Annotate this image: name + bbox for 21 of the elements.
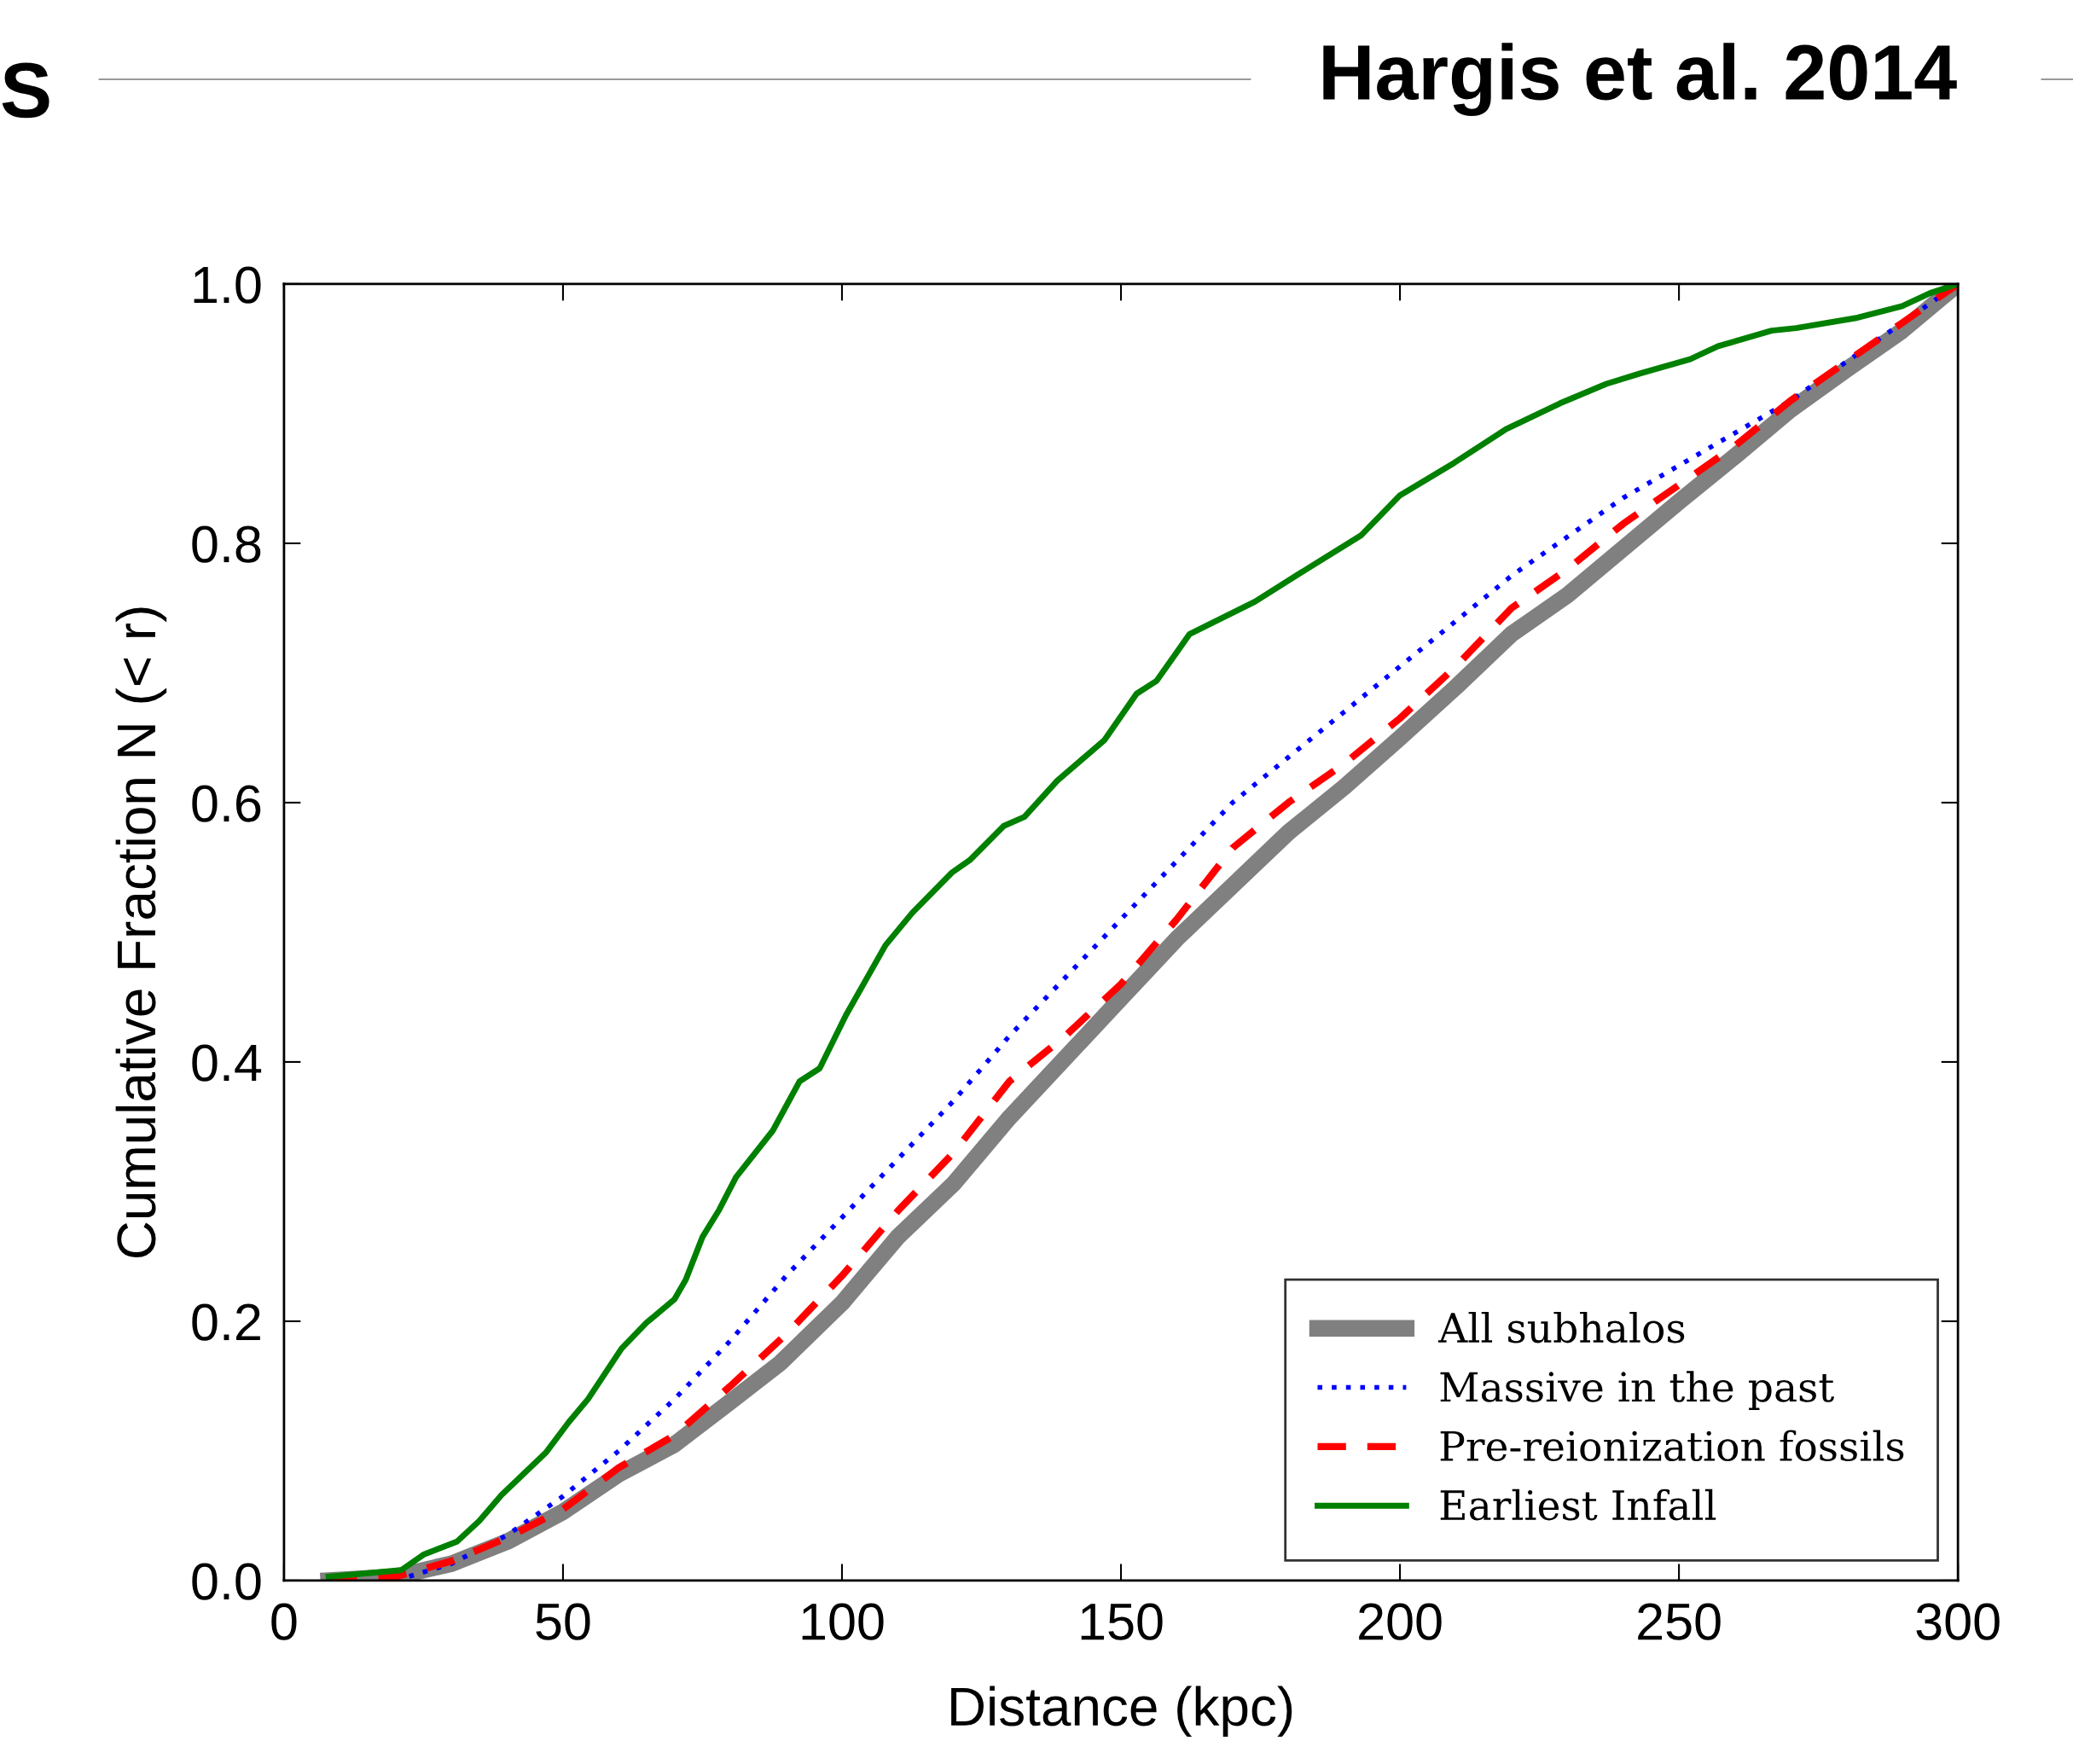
- x-tick-label: 150: [1081, 1603, 1163, 1640]
- x-tick-label: 50: [536, 1603, 590, 1640]
- legend-label: All subhalos: [1437, 1311, 1685, 1343]
- x-tick-label: 100: [802, 1603, 884, 1640]
- y-tick-label: 0.4: [192, 1044, 262, 1082]
- x-tick-label: 300: [1916, 1603, 2000, 1640]
- x-tick-label: 200: [1359, 1603, 1442, 1640]
- legend-label: Earliest Infall: [1440, 1488, 1716, 1521]
- x-axis-title: Distance (kpc): [951, 1686, 1292, 1738]
- y-tick-label: 0.0: [192, 1563, 261, 1600]
- y-tick-label: 1.0: [194, 266, 261, 304]
- x-tick-label: 250: [1638, 1603, 1721, 1640]
- chart-title: Hargis et al. 2014: [1323, 43, 1957, 116]
- legend-label: Pre-reionization fossils: [1440, 1430, 1904, 1462]
- legend-label: Massive in the past: [1440, 1371, 1834, 1410]
- x-tick-label: 0: [271, 1603, 297, 1640]
- text: S: [2, 62, 49, 119]
- y-tick-label: 0.6: [192, 785, 261, 822]
- y-tick-label: 0.8: [192, 525, 261, 563]
- y-axis-title: Cumulative Fraction N (< r): [115, 607, 167, 1257]
- y-tick-label: 0.2: [192, 1303, 260, 1341]
